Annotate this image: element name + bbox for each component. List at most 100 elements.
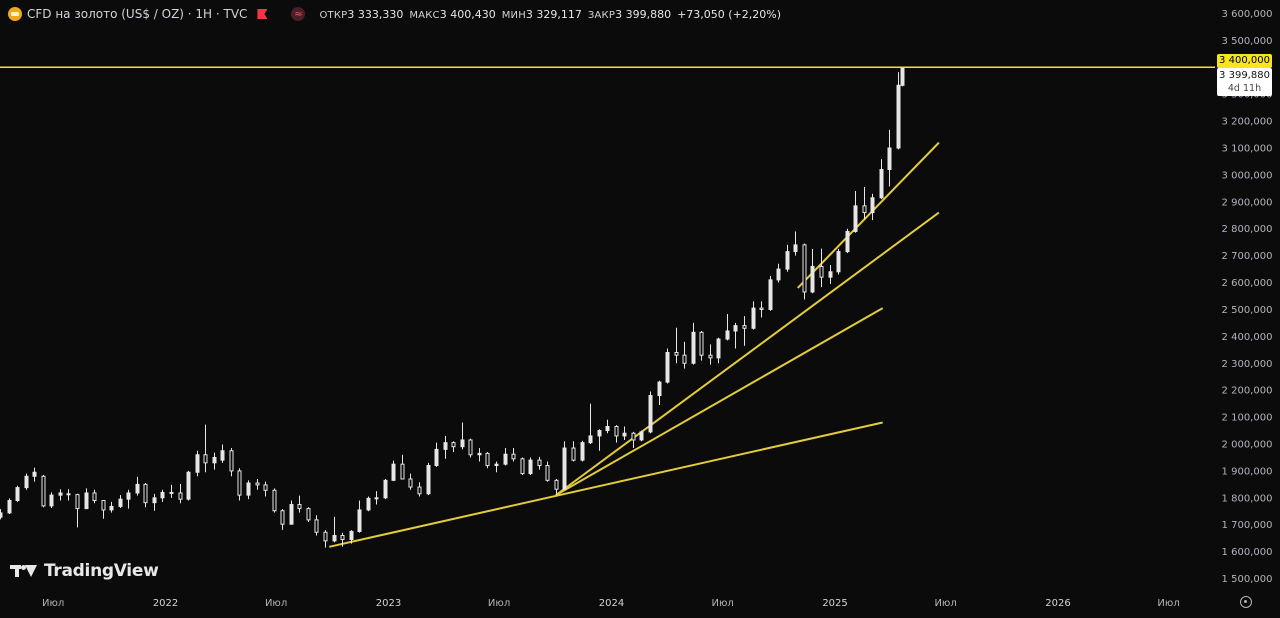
candle-up: [580, 442, 585, 461]
candle-up: [828, 271, 833, 278]
candle-up: [374, 497, 379, 500]
time-tick-label: Июл: [488, 598, 510, 609]
candle-up: [357, 509, 362, 532]
price-tick-label: 3 100,000: [1222, 144, 1273, 155]
candle-up: [691, 331, 696, 364]
candle-up: [109, 505, 114, 511]
candle-down: [323, 531, 328, 542]
candle-up: [853, 205, 858, 232]
price-tick-label: 3 600,000: [1222, 9, 1273, 20]
candle-down: [101, 500, 106, 511]
candle-up: [212, 456, 217, 464]
time-tick-label: Июл: [265, 598, 287, 609]
ohlc-open: ОТКР3 333,330: [319, 7, 404, 21]
candle-down: [451, 442, 456, 448]
price-tick-label: 3 200,000: [1222, 117, 1273, 128]
price-tick-label: 1 500,000: [1222, 574, 1273, 585]
indicator-icon[interactable]: ≈: [291, 7, 306, 21]
candle-down: [819, 265, 824, 278]
candle-up: [15, 487, 20, 502]
candle-up: [562, 447, 567, 490]
candle-up: [836, 251, 841, 273]
candle-down: [742, 325, 747, 329]
chart-legend: CFD на золото (US$ / OZ) · 1Н · TVC ≈ ОТ…: [8, 5, 781, 23]
price-tick-label: 2 800,000: [1222, 224, 1273, 235]
candle-up: [785, 251, 790, 270]
candle-down: [92, 492, 97, 502]
candle-up: [366, 497, 371, 511]
ohlc-close: ЗАКР3 399,880: [587, 7, 672, 21]
candle-up: [810, 265, 815, 293]
candle-up: [900, 66, 905, 86]
candle-up: [391, 463, 396, 481]
time-tick-label: 2022: [153, 598, 178, 609]
candle-up: [648, 395, 653, 433]
candle-up: [605, 426, 610, 432]
candle-down: [75, 494, 80, 510]
trendlines: [329, 141, 940, 548]
price-tick-label: 3 500,000: [1222, 36, 1273, 47]
candle-down: [468, 439, 473, 456]
candle-up: [220, 450, 225, 461]
candle-up: [426, 465, 431, 495]
level-price-tag: 3 400,000: [1217, 54, 1272, 68]
candle-down: [314, 519, 319, 533]
candle-down: [408, 478, 413, 488]
candle-down: [520, 458, 525, 475]
candle-up: [751, 307, 756, 329]
candle-up: [460, 439, 465, 448]
time-axis: Июл 2022 Июл 2023 Июл 2024 Июл 2025 Июл 2026 Июл: [42, 598, 1180, 609]
candle-up: [879, 169, 884, 199]
time-tick-label: Июл: [1157, 598, 1179, 609]
candle-up: [7, 500, 12, 514]
trendline: [555, 307, 884, 496]
time-tick-label: Июл: [934, 598, 956, 609]
candle-up: [118, 498, 123, 507]
candle-down: [41, 475, 46, 507]
price-tick-label: 1 800,000: [1222, 493, 1273, 504]
candle-down: [417, 486, 422, 495]
flag-icon[interactable]: [257, 9, 268, 19]
time-tick-label: 2023: [376, 598, 401, 609]
candle-down: [759, 307, 764, 310]
candle-down: [203, 454, 208, 464]
candle-down: [631, 432, 636, 441]
candle-up: [665, 352, 670, 383]
candle-up: [845, 230, 850, 253]
gold-coin-icon: [8, 7, 22, 21]
price-tick-label: 2 700,000: [1222, 251, 1273, 262]
candle-up: [725, 330, 730, 340]
price-tick-label: 1 600,000: [1222, 547, 1273, 558]
candle-down: [66, 493, 71, 496]
tradingview-logo-icon: [10, 563, 38, 579]
candle-up: [332, 534, 337, 542]
candle-down: [545, 465, 550, 481]
candle-up: [870, 197, 875, 214]
candle-up: [896, 84, 901, 149]
candle-up: [503, 453, 508, 465]
candle-down: [297, 504, 302, 510]
candle-down: [614, 426, 619, 437]
candle-down: [537, 459, 542, 467]
candle-up: [622, 432, 627, 437]
candles: [0, 66, 905, 548]
candle-up: [0, 512, 3, 518]
trendline: [329, 421, 883, 548]
candle-up: [434, 448, 439, 467]
candle-up: [126, 492, 131, 500]
price-tick-label: 3 000,000: [1222, 170, 1273, 181]
settings-icon[interactable]: [1240, 596, 1252, 608]
price-change: +73,050 (+2,20%): [677, 7, 782, 21]
candle-up: [793, 244, 798, 253]
symbol-title[interactable]: CFD на золото (US$ / OZ) · 1Н · TVC: [27, 7, 248, 21]
candle-down: [272, 489, 277, 512]
candle-up: [887, 147, 892, 171]
candle-up: [152, 497, 157, 504]
tradingview-logo[interactable]: TradingView: [10, 561, 159, 581]
price-tick-label: 2 200,000: [1222, 386, 1273, 397]
candle-down: [340, 534, 345, 541]
candle-up: [733, 325, 738, 332]
candle-up: [349, 530, 354, 541]
price-tick-label: 1 700,000: [1222, 520, 1273, 531]
